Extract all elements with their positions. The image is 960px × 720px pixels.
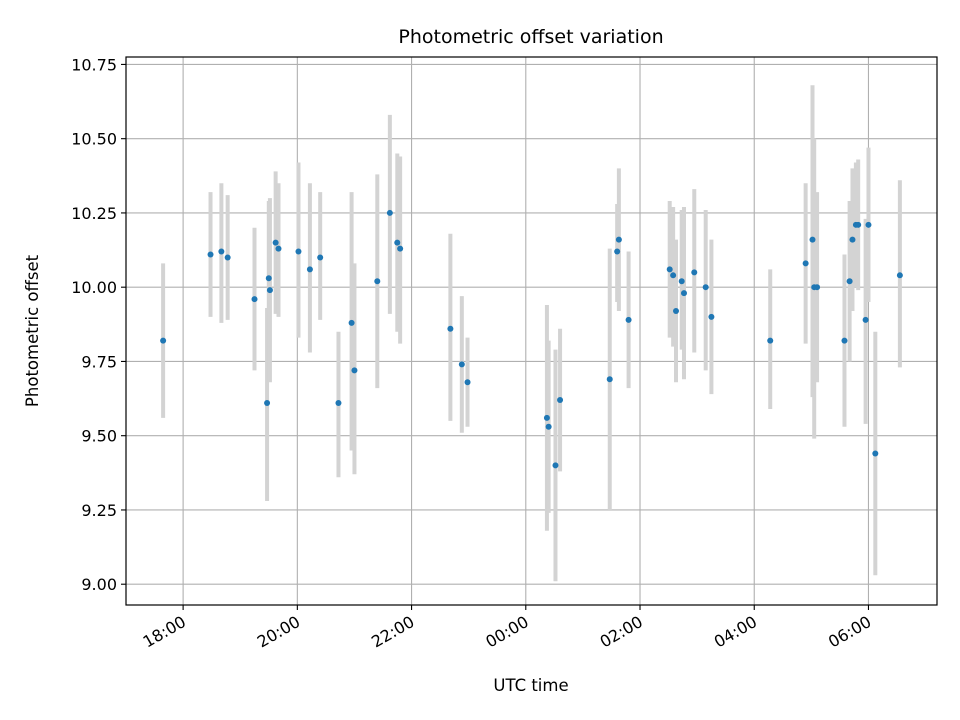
- data-point: [708, 313, 715, 320]
- data-point: [855, 221, 862, 228]
- data-point: [872, 450, 879, 457]
- data-point: [348, 319, 355, 326]
- data-point: [265, 275, 272, 282]
- data-point: [615, 236, 622, 243]
- data-point: [702, 284, 709, 291]
- data-point: [207, 251, 214, 258]
- y-tick-label: 10.50: [71, 130, 117, 149]
- data-point: [251, 296, 258, 303]
- data-point: [272, 239, 279, 246]
- data-point: [862, 316, 869, 323]
- data-point: [464, 379, 471, 386]
- data-point: [374, 278, 381, 285]
- data-point: [552, 462, 559, 469]
- data-point: [557, 397, 564, 404]
- data-point: [264, 400, 271, 407]
- y-tick-label: 10.75: [71, 55, 117, 74]
- y-tick-label: 9.75: [81, 352, 117, 371]
- data-point: [306, 266, 313, 273]
- data-points: [160, 209, 903, 469]
- data-point: [814, 284, 821, 291]
- data-point: [849, 236, 856, 243]
- data-point: [397, 245, 404, 252]
- data-point: [606, 376, 613, 383]
- data-point: [614, 248, 621, 255]
- data-point: [670, 272, 677, 279]
- data-point: [545, 423, 552, 430]
- y-tick-label: 10.00: [71, 278, 117, 297]
- data-point: [394, 239, 401, 246]
- data-point: [841, 337, 848, 344]
- data-point: [680, 290, 687, 297]
- y-tick-label: 9.50: [81, 427, 117, 446]
- data-point: [458, 361, 465, 368]
- y-axis-ticks: 9.00 9.25 9.50 9.75 10.00 10.25 10.50 10.75: [71, 55, 126, 594]
- data-point: [160, 337, 167, 344]
- data-point: [809, 236, 816, 243]
- data-point: [351, 367, 358, 374]
- data-point: [678, 278, 685, 285]
- data-point: [691, 269, 698, 276]
- y-tick-label: 9.00: [81, 575, 117, 594]
- data-point: [275, 245, 282, 252]
- data-point: [767, 337, 774, 344]
- data-point: [543, 414, 550, 421]
- data-point: [218, 248, 225, 255]
- data-point: [266, 287, 273, 294]
- data-point: [846, 278, 853, 285]
- data-point: [672, 307, 679, 314]
- data-point: [335, 400, 342, 407]
- y-axis-title: Photometric offset: [23, 254, 42, 407]
- data-point: [896, 272, 903, 279]
- data-point: [447, 325, 454, 332]
- y-tick-label: 9.25: [81, 501, 117, 520]
- data-point: [666, 266, 673, 273]
- plot-frame: [125, 56, 938, 606]
- chart-title: Photometric offset variation: [398, 26, 663, 48]
- data-point: [295, 248, 302, 255]
- data-point: [224, 254, 231, 261]
- data-point: [386, 209, 393, 216]
- x-axis-title: UTC time: [493, 676, 568, 695]
- y-tick-label: 10.25: [71, 204, 117, 223]
- data-point: [625, 316, 632, 323]
- data-point: [317, 254, 324, 261]
- data-point: [802, 260, 809, 267]
- data-point: [865, 221, 872, 228]
